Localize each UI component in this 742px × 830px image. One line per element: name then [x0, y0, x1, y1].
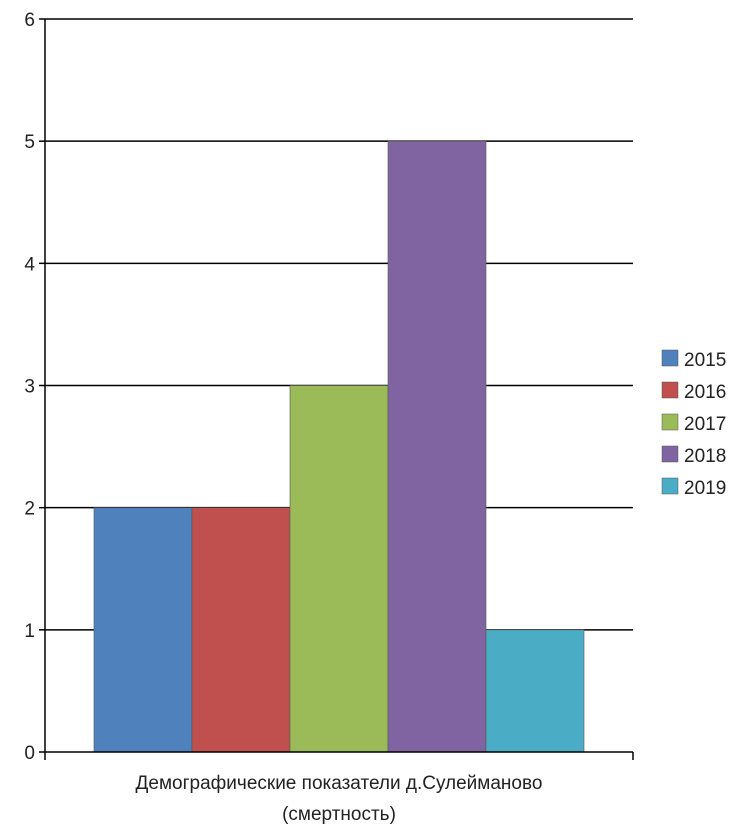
legend-label-2015: 2015: [684, 350, 726, 371]
legend-swatch-2017: [661, 413, 679, 431]
legend-label-2018: 2018: [684, 446, 726, 467]
y-tick-label-2: 2: [24, 499, 35, 520]
bars: [93, 140, 585, 753]
y-tick-labels: 0 1 2 3 4 5 6: [24, 10, 35, 764]
y-tick-label-5: 5: [24, 132, 35, 153]
legend-label-2016: 2016: [684, 382, 726, 403]
y-tick-label-0: 0: [24, 743, 35, 764]
legend-label-2019: 2019: [684, 478, 726, 499]
y-tick-label-4: 4: [24, 254, 35, 275]
legend-swatch-2016: [661, 381, 679, 399]
bar-2019: [485, 629, 585, 753]
category-label-line-2: (смертность): [282, 804, 396, 825]
bar-2017: [289, 385, 389, 753]
y-tick-label-3: 3: [24, 377, 35, 398]
legend-swatch-2018: [661, 445, 679, 463]
legend-swatch-2015: [661, 349, 679, 367]
category-label: Демографические показатели д.Сулейманово…: [136, 773, 543, 825]
legend-label-2017: 2017: [684, 414, 726, 435]
y-tick-label-6: 6: [24, 10, 35, 31]
axes: [44, 19, 633, 753]
bar-2016: [191, 507, 291, 753]
bar-2018: [387, 140, 487, 753]
bar-2015: [93, 507, 193, 753]
legend: 2015 2016 2017 2018 2019: [661, 349, 726, 499]
legend-swatch-2019: [661, 477, 679, 495]
y-tick-label-1: 1: [24, 621, 35, 642]
category-label-line-1: Демографические показатели д.Сулейманово: [136, 773, 543, 794]
